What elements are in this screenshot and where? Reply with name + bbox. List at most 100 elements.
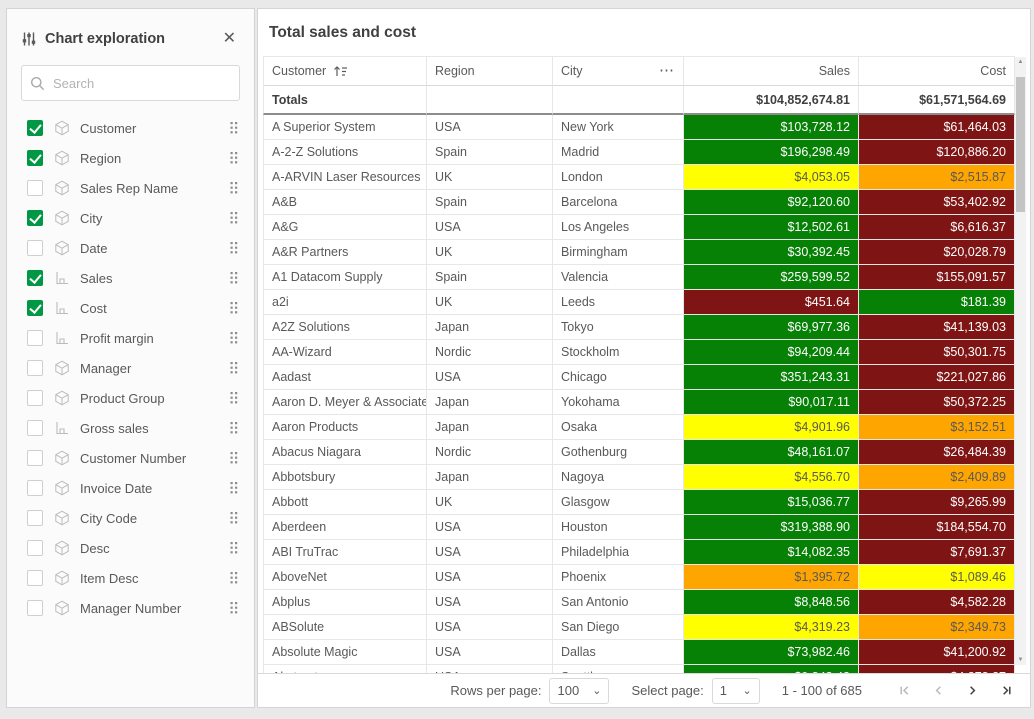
drag-handle-icon[interactable] <box>230 151 238 165</box>
field-list-item[interactable]: Gross sales <box>7 413 254 443</box>
scroll-down-icon[interactable]: ▼ <box>1017 657 1024 663</box>
customer-cell[interactable]: Aaron Products <box>263 415 427 440</box>
cost-cell[interactable]: $20,028.79 <box>859 240 1015 265</box>
column-menu-icon[interactable]: ⋯ <box>659 62 675 79</box>
city-cell[interactable]: Dallas <box>553 640 684 665</box>
region-cell[interactable]: USA <box>427 115 553 140</box>
column-header-cost[interactable]: Cost <box>859 56 1015 86</box>
region-cell[interactable]: USA <box>427 640 553 665</box>
drag-handle-icon[interactable] <box>230 121 238 135</box>
customer-cell[interactable]: AboveNet <box>263 565 427 590</box>
sales-cell[interactable]: $15,036.77 <box>684 490 859 515</box>
sales-cell[interactable]: $103,728.12 <box>684 115 859 140</box>
city-cell[interactable]: Yokohama <box>553 390 684 415</box>
field-checkbox[interactable] <box>27 510 43 526</box>
customer-cell[interactable]: Abacus Niagara <box>263 440 427 465</box>
cost-cell[interactable]: $6,616.37 <box>859 215 1015 240</box>
sales-cell[interactable]: $351,243.31 <box>684 365 859 390</box>
field-list-item[interactable]: Region <box>7 143 254 173</box>
field-checkbox[interactable] <box>27 360 43 376</box>
region-cell[interactable]: Japan <box>427 390 553 415</box>
region-cell[interactable]: UK <box>427 240 553 265</box>
sales-cell[interactable]: $4,901.96 <box>684 415 859 440</box>
cost-cell[interactable]: $2,409.89 <box>859 465 1015 490</box>
field-checkbox[interactable] <box>27 330 43 346</box>
column-header-sales[interactable]: Sales <box>684 56 859 86</box>
customer-cell[interactable]: A Superior System <box>263 115 427 140</box>
drag-handle-icon[interactable] <box>230 451 238 465</box>
city-cell[interactable]: Tokyo <box>553 315 684 340</box>
customer-cell[interactable]: A&B <box>263 190 427 215</box>
region-cell[interactable]: USA <box>427 540 553 565</box>
cost-cell[interactable]: $61,464.03 <box>859 115 1015 140</box>
sales-cell[interactable]: $30,392.45 <box>684 240 859 265</box>
cost-cell[interactable]: $9,265.99 <box>859 490 1015 515</box>
customer-cell[interactable]: Aberdeen <box>263 515 427 540</box>
drag-handle-icon[interactable] <box>230 601 238 615</box>
city-cell[interactable]: Leeds <box>553 290 684 315</box>
cost-cell[interactable]: $1,089.46 <box>859 565 1015 590</box>
field-list-item[interactable]: City <box>7 203 254 233</box>
field-checkbox[interactable] <box>27 540 43 556</box>
rows-per-page-select[interactable]: 100 ⌄ <box>549 677 610 704</box>
close-button[interactable]: ✕ <box>219 29 240 49</box>
customer-cell[interactable]: A-2-Z Solutions <box>263 140 427 165</box>
sales-cell[interactable]: $196,298.49 <box>684 140 859 165</box>
cost-cell[interactable]: $181.39 <box>859 290 1015 315</box>
column-header-customer[interactable]: Customer <box>263 56 427 86</box>
cost-cell[interactable]: $120,886.20 <box>859 140 1015 165</box>
customer-cell[interactable]: A&G <box>263 215 427 240</box>
field-list-item[interactable]: Manager <box>7 353 254 383</box>
city-cell[interactable]: Chicago <box>553 365 684 390</box>
drag-handle-icon[interactable] <box>230 571 238 585</box>
scrollbar-thumb[interactable] <box>1016 77 1025 212</box>
field-list-item[interactable]: Invoice Date <box>7 473 254 503</box>
sales-cell[interactable]: $319,388.90 <box>684 515 859 540</box>
city-cell[interactable]: San Diego <box>553 615 684 640</box>
sales-cell[interactable]: $92,120.60 <box>684 190 859 215</box>
customer-cell[interactable]: Abplus <box>263 590 427 615</box>
field-checkbox[interactable] <box>27 570 43 586</box>
city-cell[interactable]: Stockholm <box>553 340 684 365</box>
region-cell[interactable]: Japan <box>427 315 553 340</box>
search-box[interactable] <box>21 65 240 101</box>
cost-cell[interactable]: $4,582.28 <box>859 590 1015 615</box>
region-cell[interactable]: Spain <box>427 140 553 165</box>
region-cell[interactable]: UK <box>427 490 553 515</box>
region-cell[interactable]: Japan <box>427 465 553 490</box>
drag-handle-icon[interactable] <box>230 331 238 345</box>
previous-page-button[interactable] <box>926 679 950 703</box>
customer-cell[interactable]: ABSolute <box>263 615 427 640</box>
sales-cell[interactable]: $12,502.61 <box>684 215 859 240</box>
city-cell[interactable]: Valencia <box>553 265 684 290</box>
city-cell[interactable]: Barcelona <box>553 190 684 215</box>
customer-cell[interactable]: AA-Wizard <box>263 340 427 365</box>
customer-cell[interactable]: A1 Datacom Supply <box>263 265 427 290</box>
sales-cell[interactable]: $4,053.05 <box>684 165 859 190</box>
customer-cell[interactable]: Abbotsbury <box>263 465 427 490</box>
first-page-button[interactable] <box>892 679 916 703</box>
drag-handle-icon[interactable] <box>230 271 238 285</box>
city-cell[interactable]: New York <box>553 115 684 140</box>
region-cell[interactable]: USA <box>427 215 553 240</box>
cost-cell[interactable]: $3,152.51 <box>859 415 1015 440</box>
city-cell[interactable]: Nagoya <box>553 465 684 490</box>
sales-cell[interactable]: $73,982.46 <box>684 640 859 665</box>
sales-cell[interactable]: $69,977.36 <box>684 315 859 340</box>
drag-handle-icon[interactable] <box>230 301 238 315</box>
region-cell[interactable]: Nordic <box>427 440 553 465</box>
region-cell[interactable]: UK <box>427 290 553 315</box>
region-cell[interactable]: USA <box>427 515 553 540</box>
customer-cell[interactable]: A&R Partners <box>263 240 427 265</box>
sales-cell[interactable]: $90,017.11 <box>684 390 859 415</box>
city-cell[interactable]: Los Angeles <box>553 215 684 240</box>
cost-cell[interactable]: $53,402.92 <box>859 190 1015 215</box>
customer-cell[interactable]: ABI TruTrac <box>263 540 427 565</box>
drag-handle-icon[interactable] <box>230 481 238 495</box>
scroll-up-icon[interactable]: ▲ <box>1017 59 1024 65</box>
drag-handle-icon[interactable] <box>230 391 238 405</box>
city-cell[interactable]: London <box>553 165 684 190</box>
sales-cell[interactable]: $259,599.52 <box>684 265 859 290</box>
field-list-item[interactable]: Cost <box>7 293 254 323</box>
field-checkbox[interactable] <box>27 390 43 406</box>
